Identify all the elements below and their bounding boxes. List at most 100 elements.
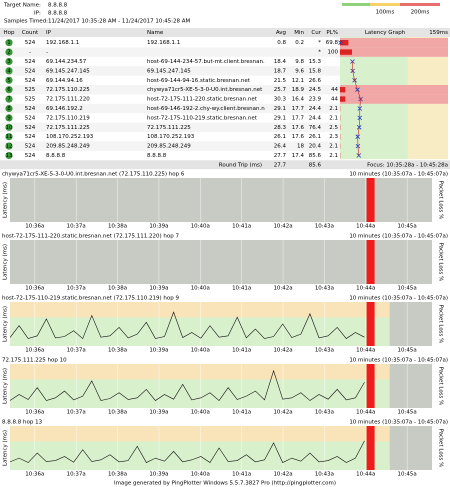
graph-range: 10 minutes (10:35:07a - 10:45:07a) (349, 172, 448, 178)
avg-mark (350, 59, 355, 64)
x-tick-label: 10:41a (232, 472, 251, 478)
y-label: Latency (ms) (3, 244, 9, 280)
trend (354, 80, 358, 90)
cell: 108.170.252.193 (147, 134, 195, 140)
cell: 26.1 (274, 134, 286, 140)
cell: 72.175.111.220 (46, 97, 90, 103)
cell: 524 (25, 144, 36, 150)
y2-label: Packet Loss % (438, 181, 444, 220)
x-tick-label: 10:45a (398, 348, 417, 354)
x-tick-label: 10:37a (67, 472, 86, 478)
cell: 24.4 (309, 115, 322, 121)
hop-badge (5, 114, 13, 122)
cell: 76.4 (309, 125, 322, 131)
x-tick-label: 10:44a (356, 348, 375, 354)
cell: 69.144.234.57 (46, 59, 87, 65)
x-tick-label: 10:39a (149, 472, 168, 478)
cell: 69.145.247.145 (147, 68, 191, 74)
cell: 26.6 (309, 78, 322, 84)
y2-label: Packet Loss % (438, 367, 444, 406)
cell: 21.5 (274, 78, 287, 84)
avg-mark (355, 134, 361, 139)
cell: 524 (25, 40, 36, 46)
label: IP: (34, 11, 41, 17)
trend (357, 89, 361, 100)
cell: 23.9 (309, 97, 322, 103)
graph-title: 8.8.8.8 hop 13 (2, 420, 43, 426)
x-tick-label: 10:40a (191, 224, 210, 230)
x-tick-label: 10:44a (356, 472, 375, 478)
cell: 0.8 (277, 40, 286, 46)
plot-tail (389, 178, 432, 222)
row-bg (0, 141, 340, 151)
cell: 17.7 (292, 115, 305, 121)
x-tick-label: 10:39a (149, 286, 168, 292)
cell: 15.3 (309, 59, 322, 65)
cell: 16.4 (292, 97, 305, 103)
loss-bar (340, 49, 352, 55)
hop-number: 4 (7, 68, 11, 74)
x-tick-label: 10:40a (191, 286, 210, 292)
y-label: Latency (ms) (3, 182, 9, 218)
focus: Focus: 10:35:28a - 10:45:28a (367, 163, 448, 169)
cell: 69.145.247.145 (46, 68, 90, 74)
x-tick-label: 10:43a (315, 472, 334, 478)
cell: 85.6 (309, 153, 322, 159)
row-bg (0, 85, 340, 95)
cell: 24.4 (309, 106, 322, 112)
cell: - (29, 50, 31, 56)
plot-tail (389, 364, 432, 408)
cell: 18.7 (274, 68, 287, 74)
cell: chywya71cr5-XE-5-3-0-U0.int.bresnan.net (147, 87, 263, 93)
cell: * (318, 50, 321, 56)
x-tick-label: 10:36a (25, 348, 44, 354)
x-tick-label: 10:45a (398, 410, 417, 416)
column-header: PL% (326, 30, 338, 36)
cell: 524 (25, 125, 36, 131)
cell: 525 (25, 97, 36, 103)
x-tick-label: 10:42a (273, 286, 292, 292)
x-tick-label: 10:36a (25, 472, 44, 478)
cell: 524 (25, 134, 36, 140)
cell: 17.4 (292, 153, 305, 159)
x-tick-label: 10:42a (273, 472, 292, 478)
x-tick-label: 10:45a (398, 286, 417, 292)
x-tick-label: 10:39a (149, 224, 168, 230)
hop-number: 13 (6, 153, 13, 159)
loss-spike (366, 240, 375, 284)
y2-label: Packet Loss % (438, 243, 444, 282)
cell: 2.1 (329, 144, 338, 150)
footer: Image generated by PingPlotter Windows 5… (114, 481, 336, 487)
hop-badge (5, 142, 13, 150)
cell: 524 (25, 153, 36, 159)
cell: 524 (25, 59, 36, 65)
x-tick-label: 10:43a (315, 286, 334, 292)
graph-title: 72.175.111.225 hop 10 (2, 358, 67, 364)
cell: 20.4 (309, 144, 322, 150)
loss-row (340, 94, 448, 104)
graph-range: 10 minutes (10:35:07a - 10:45:07a) (349, 420, 448, 426)
cell: 209.85.248.249 (147, 144, 191, 150)
trend (352, 70, 355, 81)
loss-bar (340, 87, 346, 93)
hop-number: 1 (7, 40, 11, 46)
hop-badge (5, 86, 13, 94)
value: 8.8.8.8 (48, 11, 68, 17)
cell: 26.1 (309, 134, 321, 140)
plot-warn (10, 364, 432, 380)
graph-range: 10 minutes (10:35:07a - 10:45:07a) (349, 296, 448, 302)
hop-number: 10 (6, 125, 13, 131)
cell: 27.7 (274, 153, 287, 159)
cell: 28.3 (274, 125, 287, 131)
loss-bar (340, 96, 346, 102)
cell: 30.3 (274, 97, 287, 103)
x-tick-label: 10:40a (191, 410, 210, 416)
x-tick-label: 10:36a (25, 286, 44, 292)
latency-line (9, 369, 365, 401)
x-tick-label: 10:42a (273, 410, 292, 416)
cell: 69.146.192.2 (46, 106, 83, 112)
cell: 17.6 (292, 134, 305, 140)
loss-spike (366, 364, 375, 408)
cell: 17.6 (292, 125, 305, 131)
x-tick-label: 10:38a (108, 410, 127, 416)
